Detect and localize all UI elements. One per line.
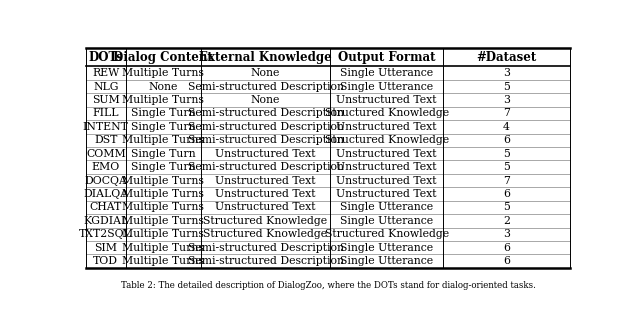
- Text: 6: 6: [503, 189, 510, 199]
- Text: Semi-structured Description: Semi-structured Description: [188, 243, 344, 253]
- Text: Unstructured Text: Unstructured Text: [215, 175, 316, 186]
- Text: External Knowledge: External Knowledge: [199, 51, 332, 64]
- Text: Structured Knowledge: Structured Knowledge: [324, 229, 449, 239]
- Text: TXT2SQL: TXT2SQL: [79, 229, 132, 239]
- Text: Multiple Turns: Multiple Turns: [122, 256, 204, 266]
- Text: DIALQA: DIALQA: [83, 189, 129, 199]
- Text: Single Utterance: Single Utterance: [340, 81, 433, 92]
- Text: Multiple Turns: Multiple Turns: [122, 243, 204, 253]
- Text: Dialog Content: Dialog Content: [113, 51, 213, 64]
- Text: Unstructured Text: Unstructured Text: [215, 149, 316, 159]
- Text: Multiple Turns: Multiple Turns: [122, 95, 204, 105]
- Text: Multiple Turns: Multiple Turns: [122, 202, 204, 213]
- Text: NLG: NLG: [93, 81, 118, 92]
- Text: EMO: EMO: [92, 162, 120, 172]
- Text: Single Turn: Single Turn: [131, 149, 195, 159]
- Text: 6: 6: [503, 135, 510, 145]
- Text: CHAT: CHAT: [90, 202, 122, 213]
- Text: Single Utterance: Single Utterance: [340, 243, 433, 253]
- Text: DOCQA: DOCQA: [84, 175, 127, 186]
- Text: 7: 7: [503, 108, 510, 118]
- Text: Single Utterance: Single Utterance: [340, 256, 433, 266]
- Text: DST: DST: [94, 135, 118, 145]
- Text: Semi-structured Description: Semi-structured Description: [188, 108, 344, 118]
- Text: TOD: TOD: [93, 256, 118, 266]
- Text: Unstructured Text: Unstructured Text: [337, 95, 437, 105]
- Text: 5: 5: [503, 202, 510, 213]
- Text: Multiple Turns: Multiple Turns: [122, 216, 204, 226]
- Text: None: None: [251, 68, 280, 78]
- Text: Semi-structured Description: Semi-structured Description: [188, 256, 344, 266]
- Text: FILL: FILL: [93, 108, 119, 118]
- Text: Unstructured Text: Unstructured Text: [337, 149, 437, 159]
- Text: INTENT: INTENT: [83, 122, 129, 132]
- Text: DOTs: DOTs: [88, 51, 123, 64]
- Text: 6: 6: [503, 256, 510, 266]
- Text: Single Turn: Single Turn: [131, 122, 195, 132]
- Text: Semi-structured Description: Semi-structured Description: [188, 122, 344, 132]
- Text: None: None: [251, 95, 280, 105]
- Text: SUM: SUM: [92, 95, 120, 105]
- Text: REW: REW: [92, 68, 120, 78]
- Text: Semi-structured Description: Semi-structured Description: [188, 135, 344, 145]
- Text: Semi-structured Description: Semi-structured Description: [188, 162, 344, 172]
- Text: 6: 6: [503, 243, 510, 253]
- Text: Unstructured Text: Unstructured Text: [337, 175, 437, 186]
- Text: 5: 5: [503, 81, 510, 92]
- Text: Multiple Turns: Multiple Turns: [122, 189, 204, 199]
- Text: None: None: [148, 81, 178, 92]
- Text: Semi-structured Description: Semi-structured Description: [188, 81, 344, 92]
- Text: Unstructured Text: Unstructured Text: [215, 189, 316, 199]
- Text: 3: 3: [503, 95, 510, 105]
- Text: Single Turn: Single Turn: [131, 108, 195, 118]
- Text: 3: 3: [503, 68, 510, 78]
- Text: Unstructured Text: Unstructured Text: [337, 122, 437, 132]
- Text: Single Utterance: Single Utterance: [340, 216, 433, 226]
- Text: Multiple Turns: Multiple Turns: [122, 175, 204, 186]
- Text: 4: 4: [503, 122, 510, 132]
- Text: Table 2: The detailed description of DialogZoo, where the DOTs stand for dialog-: Table 2: The detailed description of Dia…: [120, 280, 536, 290]
- Text: 2: 2: [503, 216, 510, 226]
- Text: Single Utterance: Single Utterance: [340, 68, 433, 78]
- Text: Output Format: Output Format: [338, 51, 435, 64]
- Text: Single Utterance: Single Utterance: [340, 202, 433, 213]
- Text: Unstructured Text: Unstructured Text: [337, 162, 437, 172]
- Text: Structured Knowledge: Structured Knowledge: [324, 108, 449, 118]
- Text: COMM: COMM: [86, 149, 125, 159]
- Text: 5: 5: [503, 149, 510, 159]
- Text: Structured Knowledge: Structured Knowledge: [324, 135, 449, 145]
- Text: Structured Knowledge: Structured Knowledge: [204, 229, 328, 239]
- Text: 5: 5: [503, 162, 510, 172]
- Text: Unstructured Text: Unstructured Text: [215, 202, 316, 213]
- Text: 3: 3: [503, 229, 510, 239]
- Text: Single Turn: Single Turn: [131, 162, 195, 172]
- Text: Multiple Turns: Multiple Turns: [122, 229, 204, 239]
- Text: SIM: SIM: [94, 243, 117, 253]
- Text: #Dataset: #Dataset: [476, 51, 536, 64]
- Text: KGDIAL: KGDIAL: [83, 216, 129, 226]
- Text: 7: 7: [503, 175, 510, 186]
- Text: Multiple Turns: Multiple Turns: [122, 135, 204, 145]
- Text: Structured Knowledge: Structured Knowledge: [204, 216, 328, 226]
- Text: Unstructured Text: Unstructured Text: [337, 189, 437, 199]
- Text: Multiple Turns: Multiple Turns: [122, 68, 204, 78]
